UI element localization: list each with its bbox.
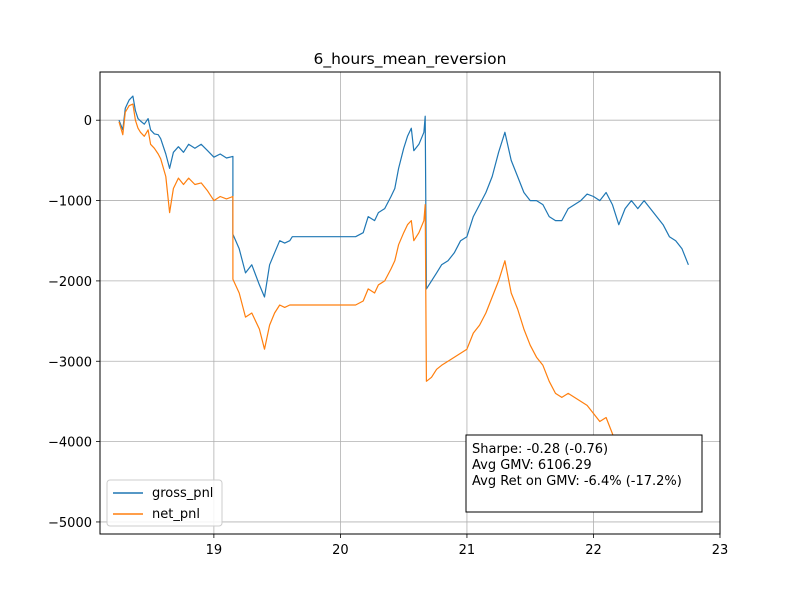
x-tick-label: 21: [459, 543, 476, 558]
y-tick-label: −1000: [48, 195, 92, 210]
axes-frame: [99, 71, 721, 535]
y-tick-label: −2000: [48, 275, 92, 290]
series-line-net-pnl: [118, 103, 689, 511]
legend-label-gross-pnl: gross_pnl: [152, 486, 213, 501]
avg-ret-text: Avg Ret on GMV: -6.4% (-17.2%): [472, 474, 682, 489]
x-tick-label: 23: [712, 543, 729, 558]
legend: gross_pnl net_pnl: [106, 479, 223, 527]
series-line-gross-pnl: [118, 95, 689, 298]
y-tick-label: −5000: [48, 516, 92, 531]
stats-box-frame: [465, 434, 703, 513]
chart-title: 6_hours_mean_reversion: [314, 50, 507, 69]
y-tick-label: −4000: [48, 436, 92, 451]
series-layer: [118, 95, 689, 511]
y-tick-label: −3000: [48, 355, 92, 370]
avg-gmv-text: Avg GMV: 6106.29: [472, 458, 592, 473]
x-tick-label: 20: [332, 543, 349, 558]
x-tick-label: 19: [206, 543, 223, 558]
y-tick-label: 0: [84, 114, 92, 129]
sharpe-text: Sharpe: -0.28 (-0.76): [472, 442, 608, 457]
stats-box: Sharpe: -0.28 (-0.76) Avg GMV: 6106.29 A…: [465, 434, 703, 513]
legend-label-net-pnl: net_pnl: [152, 507, 200, 522]
x-tick-label: 22: [585, 543, 602, 558]
ticks: 19 20 21 22 23 0 −1000 −2000 −3000 −4000 −5000: [48, 114, 728, 558]
